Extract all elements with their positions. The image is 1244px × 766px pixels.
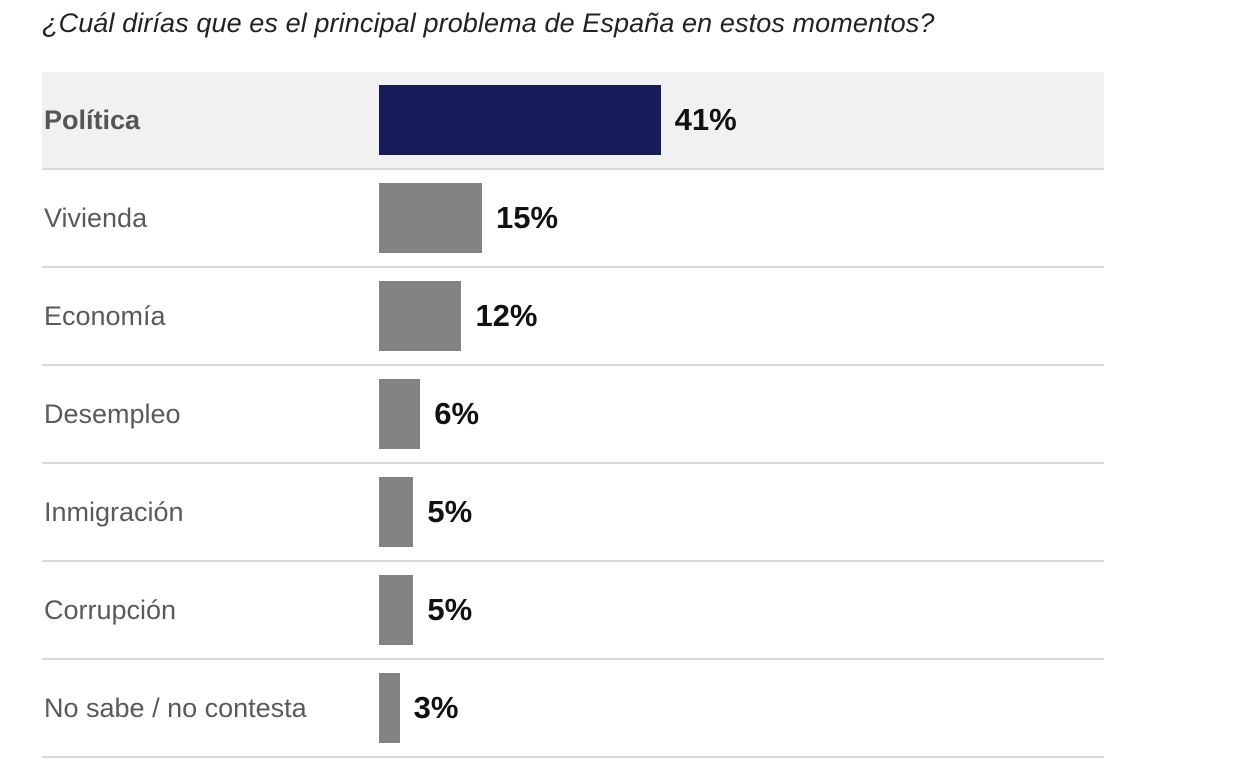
bar — [379, 575, 414, 645]
category-label: No sabe / no contesta — [44, 693, 307, 723]
bar-chart: Política 41% Vivienda 15% Economía 12% Desempl… — [42, 72, 1104, 758]
chart-title: ¿Cuál dirías que es el principal problem… — [42, 8, 935, 38]
category-label: Corrupción — [44, 595, 177, 625]
category-label: Vivienda — [44, 203, 148, 233]
bar — [379, 85, 661, 155]
chart-row: Vivienda 15% — [42, 170, 1104, 268]
category-label: Desempleo — [44, 399, 181, 429]
value-label: 12% — [475, 298, 538, 333]
value-label: 41% — [674, 102, 737, 137]
value-label: 5% — [427, 494, 473, 529]
bar — [379, 379, 421, 449]
bar — [379, 183, 483, 253]
value-label: 6% — [434, 396, 480, 431]
bar — [379, 477, 414, 547]
category-label: Economía — [44, 301, 166, 331]
bar — [379, 281, 462, 351]
value-label: 5% — [427, 592, 473, 627]
chart-row: No sabe / no contesta 3% — [42, 660, 1104, 758]
category-label: Política — [44, 105, 141, 135]
chart-row: Inmigración 5% — [42, 464, 1104, 562]
value-label: 15% — [496, 200, 559, 235]
chart-row: Desempleo 6% — [42, 366, 1104, 464]
chart-row: Economía 12% — [42, 268, 1104, 366]
bar — [379, 673, 400, 743]
value-label: 3% — [413, 690, 459, 725]
chart-row: Política 41% — [42, 72, 1104, 170]
chart-row: Corrupción 5% — [42, 562, 1104, 660]
category-label: Inmigración — [44, 497, 184, 527]
